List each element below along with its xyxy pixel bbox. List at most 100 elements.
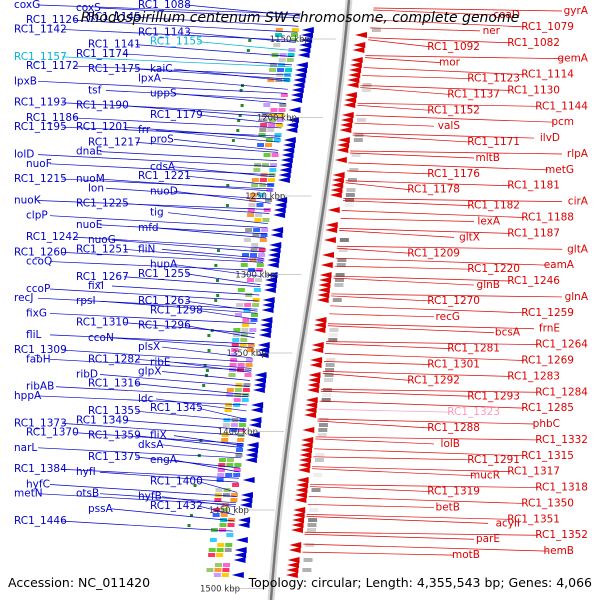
gc-track-block <box>332 298 342 302</box>
forward-gene-label: RC1_1446 <box>14 515 67 527</box>
reverse-gene-label: hemB <box>543 545 574 557</box>
category-track-block <box>238 428 246 432</box>
forward-gene-label: hyfC <box>26 478 50 490</box>
forward-feature-arrow <box>291 87 304 93</box>
forward-label-leader <box>37 395 248 406</box>
reverse-feature-arrow <box>337 137 350 143</box>
kbp-tick-label: 1250 kbp <box>245 192 285 202</box>
reverse-feature-arrow <box>286 562 299 568</box>
category-track-block <box>225 473 233 477</box>
category-track-block <box>239 418 247 422</box>
marker-dot <box>215 279 219 282</box>
forward-gene-label: tig <box>150 207 164 219</box>
category-track-block <box>246 358 254 362</box>
reverse-feature-arrow <box>313 322 326 328</box>
reverse-feature-arrow <box>349 67 362 73</box>
forward-gene-label: nuoD <box>150 185 178 197</box>
forward-feature-arrow <box>297 52 310 58</box>
marker-dot <box>216 249 220 252</box>
gc-track-block <box>336 263 346 267</box>
reverse-gene-label: RC1_1082 <box>507 37 560 49</box>
reverse-feature-arrow <box>325 227 338 233</box>
forward-feature-arrow <box>237 522 250 528</box>
reverse-feature-arrow <box>327 207 340 213</box>
forward-feature-arrow <box>293 77 306 83</box>
forward-label-leader <box>61 178 273 190</box>
category-track-block <box>217 473 225 477</box>
reverse-gene-label: RC1_1130 <box>507 84 560 96</box>
reverse-label-leader <box>319 400 525 409</box>
category-track-block <box>240 333 248 337</box>
forward-gene-label: RC1_1142 <box>14 23 67 35</box>
forward-gene-label: RC1_1255 <box>138 268 191 280</box>
category-track-block <box>261 113 269 117</box>
category-track-block <box>225 543 233 547</box>
category-track-block <box>252 233 260 237</box>
category-track-block <box>253 228 261 232</box>
kbp-tick-label: 1200 kbp <box>257 114 297 124</box>
forward-feature-arrow <box>262 302 275 308</box>
reverse-gene-label: RC1_1285 <box>521 402 574 414</box>
category-track-block <box>269 68 277 72</box>
reverse-feature-arrow <box>332 172 345 178</box>
reverse-label-leader <box>345 182 411 191</box>
marker-dot <box>240 104 244 107</box>
forward-gene-label: fliN <box>138 243 155 255</box>
reverse-gene-label: RC1_1319 <box>427 486 480 498</box>
reverse-feature-arrow <box>294 497 307 503</box>
reverse-feature-arrow <box>353 42 366 48</box>
gc-track-block <box>338 248 348 252</box>
reverse-gene-label: phbC <box>533 418 560 430</box>
forward-feature-arrow <box>264 282 277 288</box>
forward-feature-arrow <box>288 107 301 113</box>
reverse-feature-arrow <box>294 492 307 498</box>
category-track-block <box>239 343 247 347</box>
kbp-tick-label: 1350 kbp <box>227 349 267 359</box>
forward-feature-arrow <box>283 137 296 143</box>
forward-label-leader <box>185 300 258 312</box>
forward-label-leader <box>173 190 271 204</box>
category-track-block <box>260 123 268 127</box>
forward-label-leader <box>49 358 252 371</box>
reverse-label-leader <box>339 228 511 234</box>
marker-dot <box>189 514 193 517</box>
reverse-label-leader <box>341 210 525 218</box>
category-track-block <box>257 253 265 257</box>
forward-label-leader <box>61 29 297 41</box>
reverse-feature-arrow <box>302 427 315 433</box>
forward-gene-label: RC1_1088 <box>138 0 191 11</box>
forward-gene-label: nuoM <box>76 173 105 185</box>
reverse-label-leader <box>365 57 441 64</box>
reverse-label-leader <box>309 486 431 492</box>
reverse-label-leader <box>306 513 511 520</box>
reverse-gene-label: RC1_1301 <box>427 358 480 370</box>
gc-track-block <box>334 283 344 287</box>
reverse-gene-label: RC1_1315 <box>521 450 574 462</box>
category-track-block <box>241 323 249 327</box>
forward-gene-label: RC1_1309 <box>14 344 67 356</box>
gc-track-block <box>324 373 334 377</box>
forward-label-leader <box>135 358 252 369</box>
forward-feature-arrow <box>279 167 292 173</box>
marker-dot <box>214 264 218 267</box>
category-track-block <box>235 383 243 387</box>
reverse-label-leader <box>331 295 431 302</box>
forward-label-leader <box>161 77 288 90</box>
gc-track-block <box>321 398 331 402</box>
category-track-block <box>256 268 264 272</box>
reverse-label-leader <box>304 533 475 540</box>
reverse-gene-label: mucR <box>470 470 500 482</box>
forward-gene-label: RC1_1126 <box>26 14 79 26</box>
forward-gene-label: fabH <box>26 353 51 365</box>
forward-gene-label: RC1_1172 <box>26 60 79 72</box>
gc-track-block <box>307 523 317 527</box>
reverse-label-leader <box>304 531 539 536</box>
category-track-block <box>237 288 245 292</box>
category-track-block <box>250 248 258 252</box>
forward-gene-label: hupA <box>150 259 178 271</box>
reverse-gene-label: gltX <box>459 231 480 243</box>
forward-label-leader <box>37 200 270 210</box>
forward-label-leader <box>73 65 291 76</box>
reverse-label-leader <box>317 420 431 429</box>
